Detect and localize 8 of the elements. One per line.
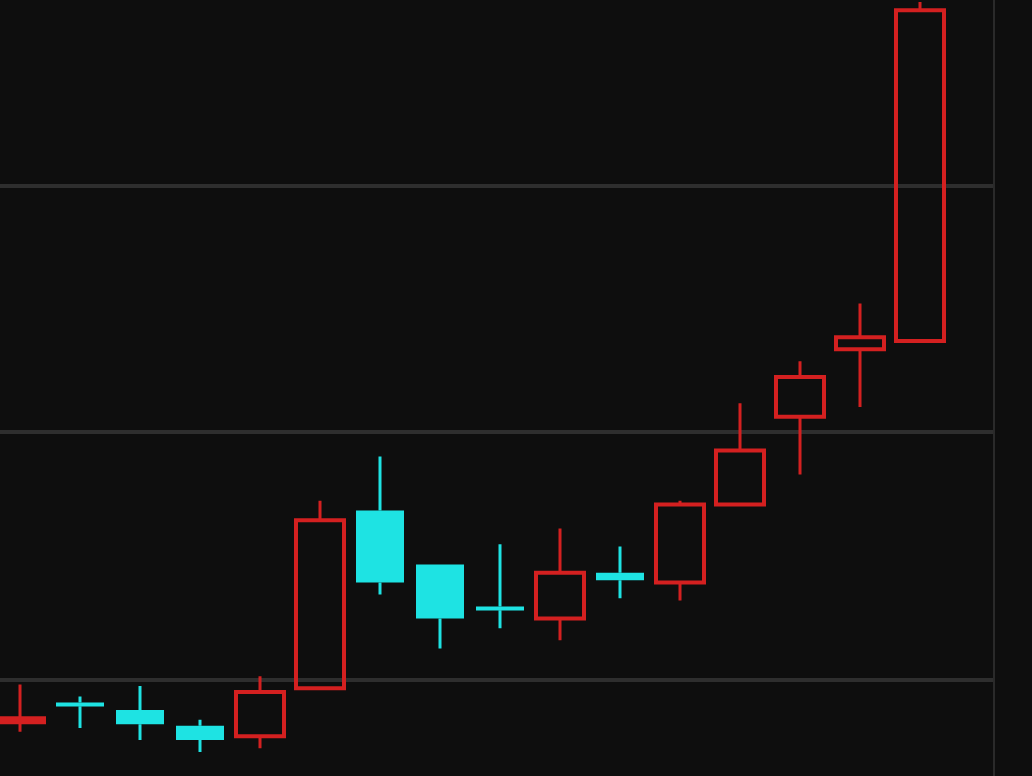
candlestick [56,695,104,730]
candlestick [356,455,404,596]
candlestick [596,545,644,600]
candlestick [176,718,224,754]
candlestick [834,302,886,409]
candlestick [116,684,164,742]
candlestick [476,542,524,630]
candlestick [534,527,586,642]
